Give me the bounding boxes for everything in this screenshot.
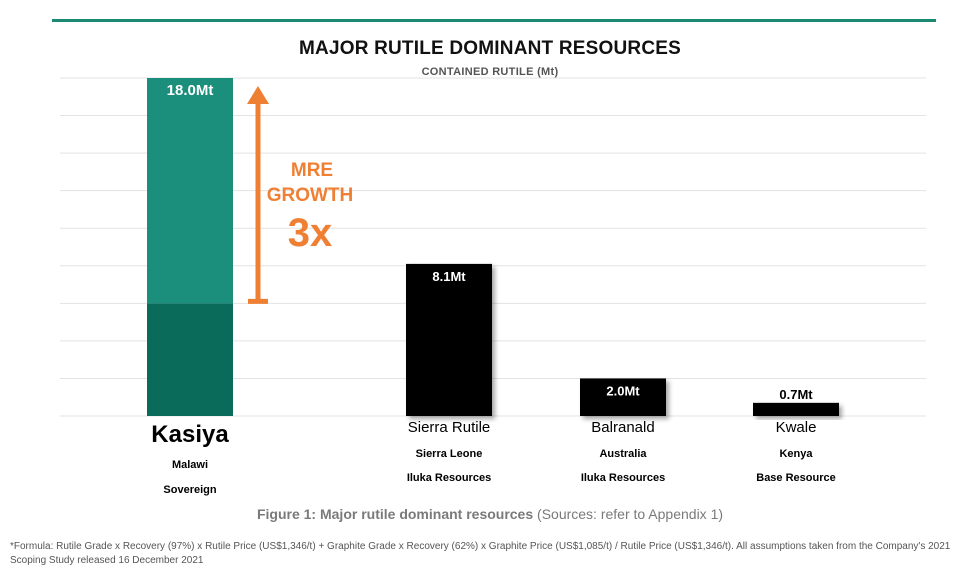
- bar-sierra-rutile: [406, 263, 492, 416]
- category-label: Balranald: [591, 419, 654, 436]
- owner-label: Base Resource: [756, 472, 836, 484]
- chart-subtitle: CONTAINED RUTILE (Mt): [421, 66, 559, 78]
- owner-label: Iluka Resources: [407, 472, 491, 484]
- bar-balranald: [580, 378, 666, 416]
- annotation-growth: GROWTH: [267, 185, 354, 206]
- category-label: Kwale: [776, 419, 817, 436]
- annotation-mre: MRE: [291, 160, 333, 181]
- kasiya-bar-segment-1: [147, 303, 233, 416]
- owner-label: Sovereign: [163, 484, 216, 496]
- growth-arrow-head: [247, 86, 269, 104]
- caption-bold: Figure 1: Major rutile dominant resource…: [256, 506, 534, 522]
- country-label: Australia: [599, 448, 647, 460]
- bar-kwale: [753, 402, 839, 416]
- annotation-3x: 3x: [288, 211, 333, 255]
- country-label: Kenya: [779, 448, 813, 460]
- data-label: 18.0Mt: [167, 82, 214, 99]
- top-rule: [52, 19, 936, 22]
- data-label: 8.1Mt: [432, 269, 466, 284]
- country-label: Sierra Leone: [416, 448, 483, 460]
- country-label: Malawi: [172, 459, 208, 471]
- kasiya-bar-segment-2: [147, 78, 233, 304]
- figure-caption: Figure 1: Major rutile dominant resource…: [0, 506, 980, 522]
- footnote: *Formula: Rutile Grade x Recovery (97%) …: [10, 541, 951, 566]
- caption-rest: (Sources: refer to Appendix 1): [533, 506, 724, 522]
- data-label: 0.7Mt: [779, 387, 813, 402]
- category-label: Sierra Rutile: [408, 419, 491, 436]
- owner-label: Iluka Resources: [581, 472, 665, 484]
- chart-title: MAJOR RUTILE DOMINANT RESOURCES: [299, 38, 681, 59]
- category-label: Kasiya: [151, 421, 229, 448]
- data-label: 2.0Mt: [606, 383, 640, 398]
